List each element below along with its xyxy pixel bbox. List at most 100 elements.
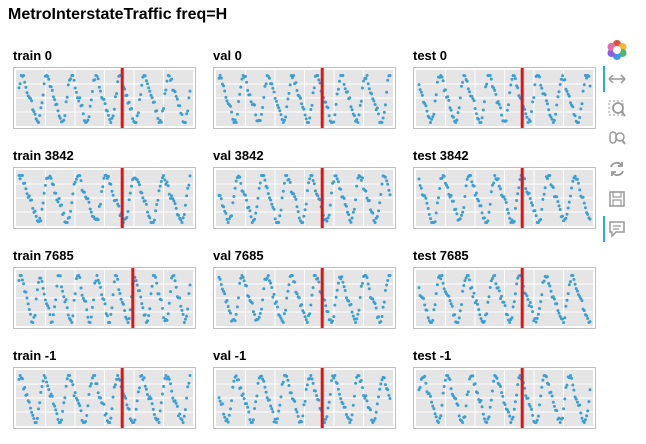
- data-point: [87, 393, 91, 396]
- data-point: [89, 315, 93, 319]
- data-point: [476, 391, 479, 395]
- data-point: [279, 395, 283, 399]
- scatter-plot[interactable]: [414, 268, 595, 328]
- data-point: [88, 384, 92, 388]
- data-point: [130, 184, 133, 188]
- data-point: [351, 210, 355, 214]
- data-point: [326, 406, 330, 410]
- plot-frame[interactable]: [213, 267, 396, 329]
- pan-icon[interactable]: [603, 67, 631, 91]
- data-point: [510, 218, 514, 222]
- data-point: [523, 107, 527, 111]
- plot-frame[interactable]: [213, 367, 396, 429]
- bokeh-logo-icon[interactable]: [603, 38, 631, 62]
- data-point: [238, 281, 242, 285]
- data-point: [525, 115, 529, 119]
- data-point: [265, 186, 269, 190]
- data-point: [18, 177, 22, 181]
- plot-frame[interactable]: [413, 67, 596, 129]
- plot-frame[interactable]: [13, 267, 196, 329]
- data-point: [341, 74, 345, 77]
- hover-icon[interactable]: [603, 217, 631, 241]
- data-point: [334, 102, 338, 106]
- data-point: [278, 403, 282, 407]
- data-point: [23, 181, 27, 185]
- data-point: [243, 193, 247, 197]
- wheel-zoom-icon[interactable]: [603, 127, 631, 151]
- data-point: [582, 309, 586, 313]
- plot-frame[interactable]: [13, 367, 196, 429]
- data-point: [458, 96, 462, 100]
- data-point: [425, 308, 429, 312]
- scatter-plot[interactable]: [214, 268, 395, 328]
- data-point: [224, 95, 228, 99]
- scatter-plot[interactable]: [414, 368, 595, 428]
- data-point: [64, 100, 68, 104]
- data-point: [185, 396, 189, 400]
- scatter-plot[interactable]: [214, 168, 395, 228]
- data-point: [85, 414, 89, 417]
- plot-frame[interactable]: [13, 167, 196, 229]
- data-point: [34, 421, 38, 424]
- data-point: [166, 184, 170, 188]
- data-point: [87, 115, 91, 119]
- data-point: [42, 191, 46, 195]
- plot-frame[interactable]: [213, 67, 396, 129]
- data-point: [373, 417, 377, 420]
- data-point: [380, 378, 384, 382]
- data-point: [435, 283, 439, 287]
- data-point: [373, 221, 377, 224]
- plot-frame[interactable]: [413, 367, 596, 429]
- data-point: [350, 310, 354, 314]
- data-point: [64, 384, 68, 388]
- data-point: [508, 216, 512, 220]
- data-point: [490, 389, 494, 393]
- data-point: [464, 404, 468, 408]
- data-point: [457, 106, 461, 110]
- data-point: [457, 316, 461, 320]
- data-point: [315, 394, 319, 398]
- data-point: [556, 95, 560, 99]
- data-point: [61, 409, 65, 413]
- scatter-plot[interactable]: [214, 68, 395, 128]
- data-point: [448, 299, 452, 303]
- data-point: [485, 312, 489, 316]
- scatter-plot[interactable]: [14, 268, 195, 328]
- scatter-plot[interactable]: [414, 68, 595, 128]
- data-point: [383, 175, 387, 179]
- subplot-title: val -1: [213, 348, 247, 363]
- data-point: [307, 181, 310, 185]
- data-point: [57, 197, 61, 200]
- reset-icon[interactable]: [603, 157, 631, 181]
- data-point: [316, 74, 320, 77]
- scatter-plot[interactable]: [414, 168, 595, 228]
- scatter-plot[interactable]: [14, 168, 195, 228]
- data-point: [148, 307, 152, 311]
- plot-frame[interactable]: [213, 167, 396, 229]
- data-point: [173, 279, 177, 283]
- data-point: [490, 183, 494, 187]
- data-point: [180, 418, 184, 422]
- data-point: [494, 282, 498, 286]
- data-point: [370, 418, 374, 422]
- scatter-plot[interactable]: [14, 68, 195, 128]
- scatter-plot[interactable]: [214, 368, 395, 428]
- plot-frame[interactable]: [413, 167, 596, 229]
- data-point: [48, 174, 52, 178]
- data-point: [472, 99, 476, 103]
- data-point: [42, 82, 46, 86]
- data-point: [117, 288, 121, 292]
- save-icon[interactable]: [603, 187, 631, 211]
- data-point: [156, 117, 160, 120]
- data-point: [493, 88, 497, 92]
- data-point: [369, 408, 372, 412]
- plot-frame[interactable]: [413, 267, 596, 329]
- data-point: [73, 86, 77, 90]
- data-point: [573, 114, 577, 118]
- box-zoom-icon[interactable]: [603, 97, 631, 121]
- data-point: [430, 400, 434, 404]
- plot-frame[interactable]: [13, 67, 196, 129]
- data-point: [359, 178, 363, 182]
- data-point: [463, 195, 467, 198]
- scatter-plot[interactable]: [14, 368, 195, 428]
